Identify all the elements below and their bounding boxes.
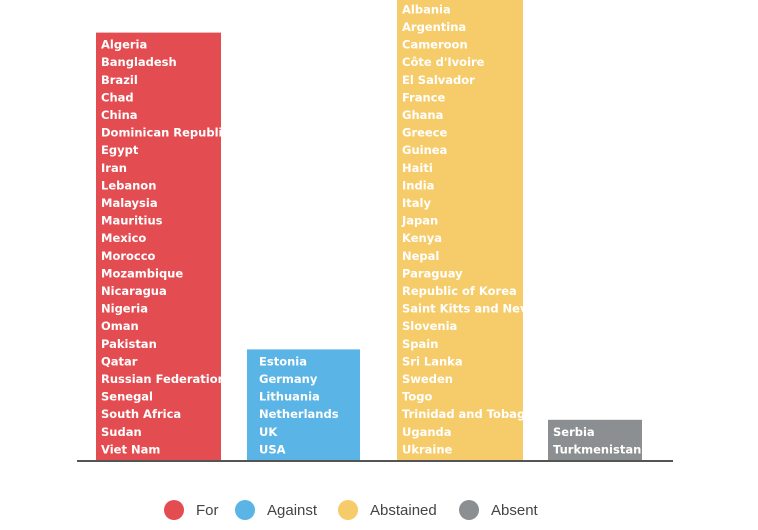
bar-label-kenya: Kenya: [402, 231, 442, 245]
bar-label-ukraine: Ukraine: [402, 442, 453, 456]
legend-swatch-absent: [459, 500, 479, 520]
bar-label-senegal: Senegal: [101, 390, 153, 404]
bar-label-oman: Oman: [101, 319, 139, 333]
bar-label-lithuania: Lithuania: [259, 390, 320, 404]
bar-label-qatar: Qatar: [101, 354, 138, 368]
legend-swatch-for: [164, 500, 184, 520]
bar-label-togo: Togo: [402, 390, 432, 404]
bar-group-for: Algeria Bangladesh Brazil Chad China Dominica…: [96, 32, 229, 461]
bar-label-mexico: Mexico: [101, 231, 146, 245]
bar-label-bangladesh: Bangladesh: [101, 55, 177, 69]
bar-label-egypt: Egypt: [101, 143, 139, 157]
bar-label-sudan: Sudan: [101, 425, 142, 439]
bar-label-paraguay: Paraguay: [402, 266, 463, 280]
bar-abstained: [397, 0, 523, 462]
legend-label-for: For: [196, 502, 219, 519]
legend-swatch-against: [235, 500, 255, 520]
bar-label-cameroon: Cameroon: [402, 38, 468, 52]
legend-item-against: Against: [235, 500, 318, 520]
bar-label-italy: Italy: [402, 196, 431, 210]
bar-label-saint-kitts-and-nevis: Saint Kitts and Nevis: [402, 302, 538, 316]
bar-label-nicaragua: Nicaragua: [101, 284, 167, 298]
bar-label-sri-lanka: Sri Lanka: [402, 354, 463, 368]
bar-label-ghana: Ghana: [402, 108, 443, 122]
bar-label-dominican-republic: Dominican Republic: [101, 126, 229, 140]
bar-label-mauritius: Mauritius: [101, 214, 163, 228]
legend-item-for: For: [164, 500, 219, 520]
bar-label-uk: UK: [259, 425, 278, 439]
bar-label-uganda: Uganda: [402, 425, 452, 439]
bar-label-guinea: Guinea: [402, 143, 447, 157]
bar-label-malaysia: Malaysia: [101, 196, 158, 210]
bars: Algeria Bangladesh Brazil Chad China Dominica…: [96, 0, 642, 462]
bar-label-el-salvador: El Salvador: [402, 73, 475, 87]
bar-label-netherlands: Netherlands: [259, 407, 339, 421]
legend-label-abstained: Abstained: [370, 502, 437, 519]
bar-label-japan: Japan: [401, 214, 438, 228]
bar-label-slovenia: Slovenia: [402, 319, 457, 333]
bar-group-absent: Serbia Turkmenistan: [548, 419, 642, 461]
bar-label-spain: Spain: [402, 337, 438, 351]
legend-item-absent: Absent: [459, 500, 539, 520]
legend-label-absent: Absent: [491, 502, 539, 519]
bar-label-trinidad-and-tobago: Trinidad and Tobago: [402, 407, 533, 421]
bar-label-russian-federation: Russian Federation: [101, 372, 226, 386]
bar-label-estonia: Estonia: [259, 354, 307, 368]
bar-against: [247, 349, 360, 461]
bar-label-china: China: [101, 108, 138, 122]
bar-label-serbia: Serbia: [553, 425, 595, 439]
bar-label-sweden: Sweden: [402, 372, 453, 386]
bar-label-chad: Chad: [101, 90, 134, 104]
bar-label-india: India: [402, 178, 434, 192]
legend-item-abstained: Abstained: [338, 500, 437, 520]
bar-label-germany: Germany: [259, 372, 318, 386]
bar-label-haiti: Haiti: [402, 161, 433, 175]
legend-label-against: Against: [267, 502, 318, 519]
bar-label-republic-of-korea: Republic of Korea: [402, 284, 517, 298]
bar-label-turkmenistan: Turkmenistan: [553, 442, 641, 456]
bar-label-usa: USA: [259, 442, 286, 456]
bar-group-abstained: Albania Argentina Cameroon Côte d'Ivoire El …: [397, 0, 538, 462]
bar-absent: [548, 419, 642, 461]
bar-label-algeria: Algeria: [101, 38, 147, 52]
bar-group-against: Estonia Germany Lithuania Netherlands UK USA: [247, 349, 360, 461]
bar-label-brazil: Brazil: [101, 73, 138, 87]
bar-label-morocco: Morocco: [101, 249, 156, 263]
bar-label-france: France: [402, 90, 446, 104]
bar-label-iran: Iran: [101, 161, 127, 175]
bar-label-lebanon: Lebanon: [101, 178, 156, 192]
bar-label-nigeria: Nigeria: [101, 302, 148, 316]
bar-label-south-africa: South Africa: [101, 407, 181, 421]
bar-label-mozambique: Mozambique: [101, 266, 183, 280]
bar-label-viet-nam: Viet Nam: [101, 442, 160, 456]
bar-label-greece: Greece: [402, 126, 448, 140]
bar-for: [96, 32, 221, 461]
legend: For Against Abstained Absent: [164, 500, 539, 520]
bar-label-argentina: Argentina: [402, 20, 466, 34]
bar-label-albania: Albania: [402, 2, 451, 16]
bar-label-nepal: Nepal: [402, 249, 439, 263]
bar-label-c-te-d-ivoire: Côte d'Ivoire: [402, 55, 485, 69]
legend-swatch-abstained: [338, 500, 358, 520]
bar-label-pakistan: Pakistan: [101, 337, 157, 351]
